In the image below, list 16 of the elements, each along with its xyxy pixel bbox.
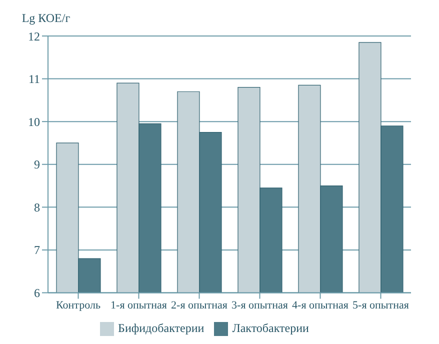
x-tick-label: 1-я опытная: [110, 300, 167, 312]
legend-label: Лактобактерии: [232, 320, 309, 335]
x-tick-label: Контроль: [56, 300, 100, 312]
legend-label: Бифидобактерии: [118, 320, 204, 335]
y-axis-title: Lg КОЕ/г: [22, 11, 70, 25]
y-tick-label: 12: [28, 29, 40, 44]
y-tick-label: 9: [34, 158, 40, 172]
y-tick-label: 8: [34, 200, 40, 214]
x-tick-label: 3-я опытная: [232, 300, 288, 312]
x-tick-label: 5-я опытная: [352, 300, 409, 312]
x-tick-label: 4-я опытная: [292, 300, 348, 312]
y-tick-label: 10: [28, 114, 40, 129]
x-tick-label: 2-я опытная: [171, 300, 228, 312]
y-tick-label: 7: [34, 243, 40, 258]
y-tick-label: 11: [28, 72, 40, 86]
y-tick-label: 6: [34, 286, 40, 300]
